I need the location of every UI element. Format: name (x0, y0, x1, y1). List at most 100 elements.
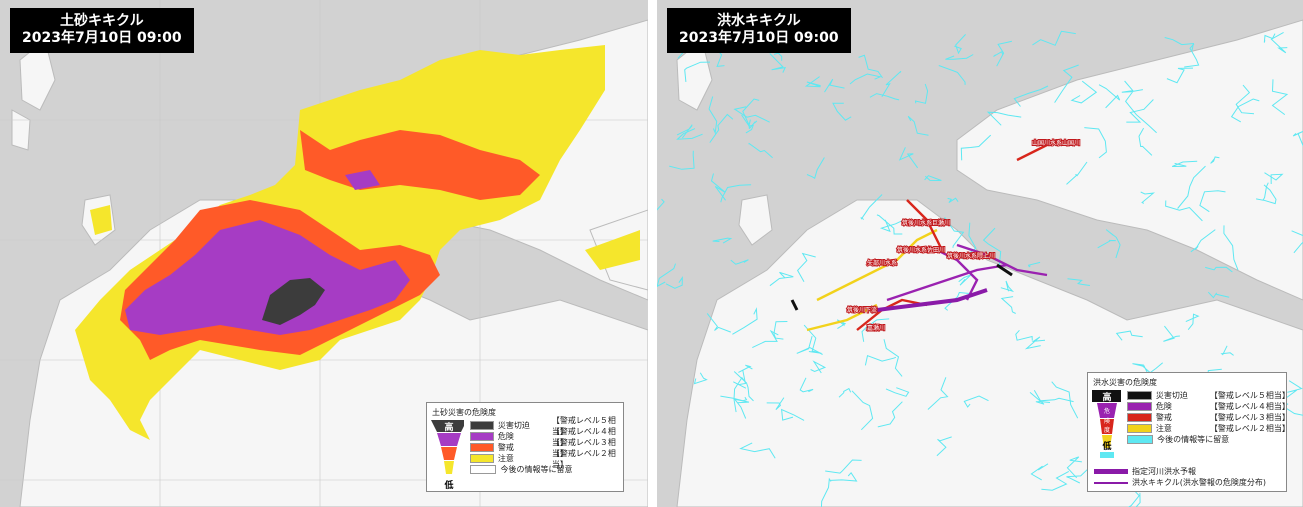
river-line (1015, 329, 1033, 341)
river-line (1263, 33, 1276, 43)
river-line (1097, 239, 1116, 249)
river-line (1164, 37, 1195, 51)
river-line (720, 184, 752, 203)
river-line (1291, 230, 1303, 254)
risk-scale-bar: 高 危 険 度 低 (1092, 390, 1122, 458)
river-line (803, 324, 822, 354)
river-line (1000, 296, 1016, 314)
river-line (881, 70, 902, 98)
river-line (996, 40, 1013, 67)
flood-map-panel[interactable]: 筑後川水系巨瀬川 筑後川水系佐田川 筑後川水系隈上川 矢部川水系 筑後川下流 嘉瀬川 山国川… (657, 0, 1303, 507)
legend-level: 【警戒レベル５相当】 (1209, 391, 1290, 400)
river-label: 筑後川水系巨瀬川 (902, 219, 950, 227)
legend-row: 災害切迫 【警戒レベル５相当】 (1127, 390, 1290, 401)
river-line (1205, 266, 1233, 273)
river-line (1220, 345, 1234, 356)
river-line (769, 53, 787, 73)
river-line (706, 313, 731, 333)
river-line (1262, 184, 1277, 205)
legend-level: 【警戒レベル３相当】 (1209, 413, 1290, 422)
river-line (924, 175, 942, 181)
legend-swatch (1127, 402, 1152, 411)
river-line (741, 114, 758, 129)
legend-label: 災害切迫 (497, 421, 530, 430)
river-line (1029, 392, 1051, 405)
river-line (709, 113, 734, 143)
legend-level: 【警戒レベル４相当】 (1209, 402, 1290, 411)
legend-swatch (470, 465, 497, 474)
legend-label: 災害切迫 (1155, 391, 1188, 400)
river-line (858, 54, 883, 79)
river-line (963, 395, 989, 408)
river-line (1190, 229, 1216, 253)
river-line (1166, 67, 1194, 84)
river-warning (856, 298, 928, 331)
legend-level: 【警戒レベル３相当】 (551, 437, 616, 458)
river-line (960, 134, 992, 161)
river-line (712, 237, 733, 244)
river-line (1066, 456, 1082, 479)
map-title-datetime: 2023年7月10日 09:00 (22, 30, 182, 46)
river-line (1163, 325, 1180, 342)
river-line (1207, 291, 1230, 299)
river-warning (906, 199, 944, 251)
legend-swatch (470, 454, 494, 463)
risk-area-imminent (262, 278, 325, 325)
river-label: 筑後川下流 (847, 306, 877, 314)
river-line (804, 76, 821, 88)
river-line (1177, 165, 1206, 209)
river-line (869, 93, 900, 101)
river-line (832, 102, 852, 121)
legend-heading: 土砂災害の危険度 (432, 408, 496, 417)
legend-swatch (1127, 391, 1152, 400)
legend-row: 危険 【警戒レベル４相当】 (1127, 401, 1290, 412)
legend-row: 指定河川洪水予報 (1094, 466, 1286, 477)
legend-swatch (1127, 413, 1152, 422)
legend-label: 危険 (497, 432, 514, 441)
river-line (879, 218, 906, 233)
river-line (961, 222, 977, 260)
legend-level: 【警戒レベル５相当】 (551, 415, 616, 436)
landslide-map-panel[interactable]: 土砂キキクル 2023年7月10日 09:00 土砂災害の危険度 高 低 災害切… (0, 0, 648, 507)
river-line (864, 355, 897, 366)
legend-row: 今後の情報等に留意 (1127, 434, 1286, 445)
river-line (830, 471, 858, 482)
river-line (733, 371, 754, 402)
river-line (851, 390, 874, 431)
legend-swatch (470, 432, 494, 441)
river-line (907, 115, 929, 136)
river-line (1230, 98, 1260, 123)
flood-legend: 洪水災害の危険度 高 危 険 度 低 災害切迫 【警戒レベル５相当】 危険 【警戒レベ… (1087, 372, 1290, 492)
river-line (860, 194, 883, 220)
river-line (657, 198, 665, 211)
river-line (1264, 172, 1284, 185)
river-line (676, 124, 693, 139)
river-line (1256, 182, 1269, 201)
map-title-name: 土砂キキクル (60, 13, 144, 29)
river-line (1115, 330, 1143, 341)
legend-level: 【警戒レベル４相当】 (551, 426, 616, 447)
river-line (838, 387, 852, 398)
legend-swatch (470, 443, 494, 452)
river-line (876, 214, 903, 235)
river-label: 筑後川水系佐田川 (897, 246, 945, 254)
river-line (1124, 91, 1157, 134)
river-line (796, 335, 823, 355)
river-line (752, 329, 779, 349)
scale-low-label: 低 (1101, 440, 1111, 452)
river-line (1172, 160, 1198, 167)
map-title-name: 洪水キキクル (717, 13, 801, 29)
river-danger (886, 263, 1008, 302)
river-line (898, 147, 919, 169)
river-line (1098, 84, 1121, 109)
river-line (1041, 470, 1070, 491)
scale-label: 危 (1104, 407, 1110, 415)
river-line (1292, 130, 1303, 147)
legend-row: 洪水キキクル(洪水警報の危険度分布) (1094, 477, 1286, 488)
river-line (1024, 336, 1046, 350)
river-line (732, 307, 758, 335)
river-line (693, 372, 708, 385)
river-line (885, 387, 910, 397)
river-line (824, 78, 845, 93)
